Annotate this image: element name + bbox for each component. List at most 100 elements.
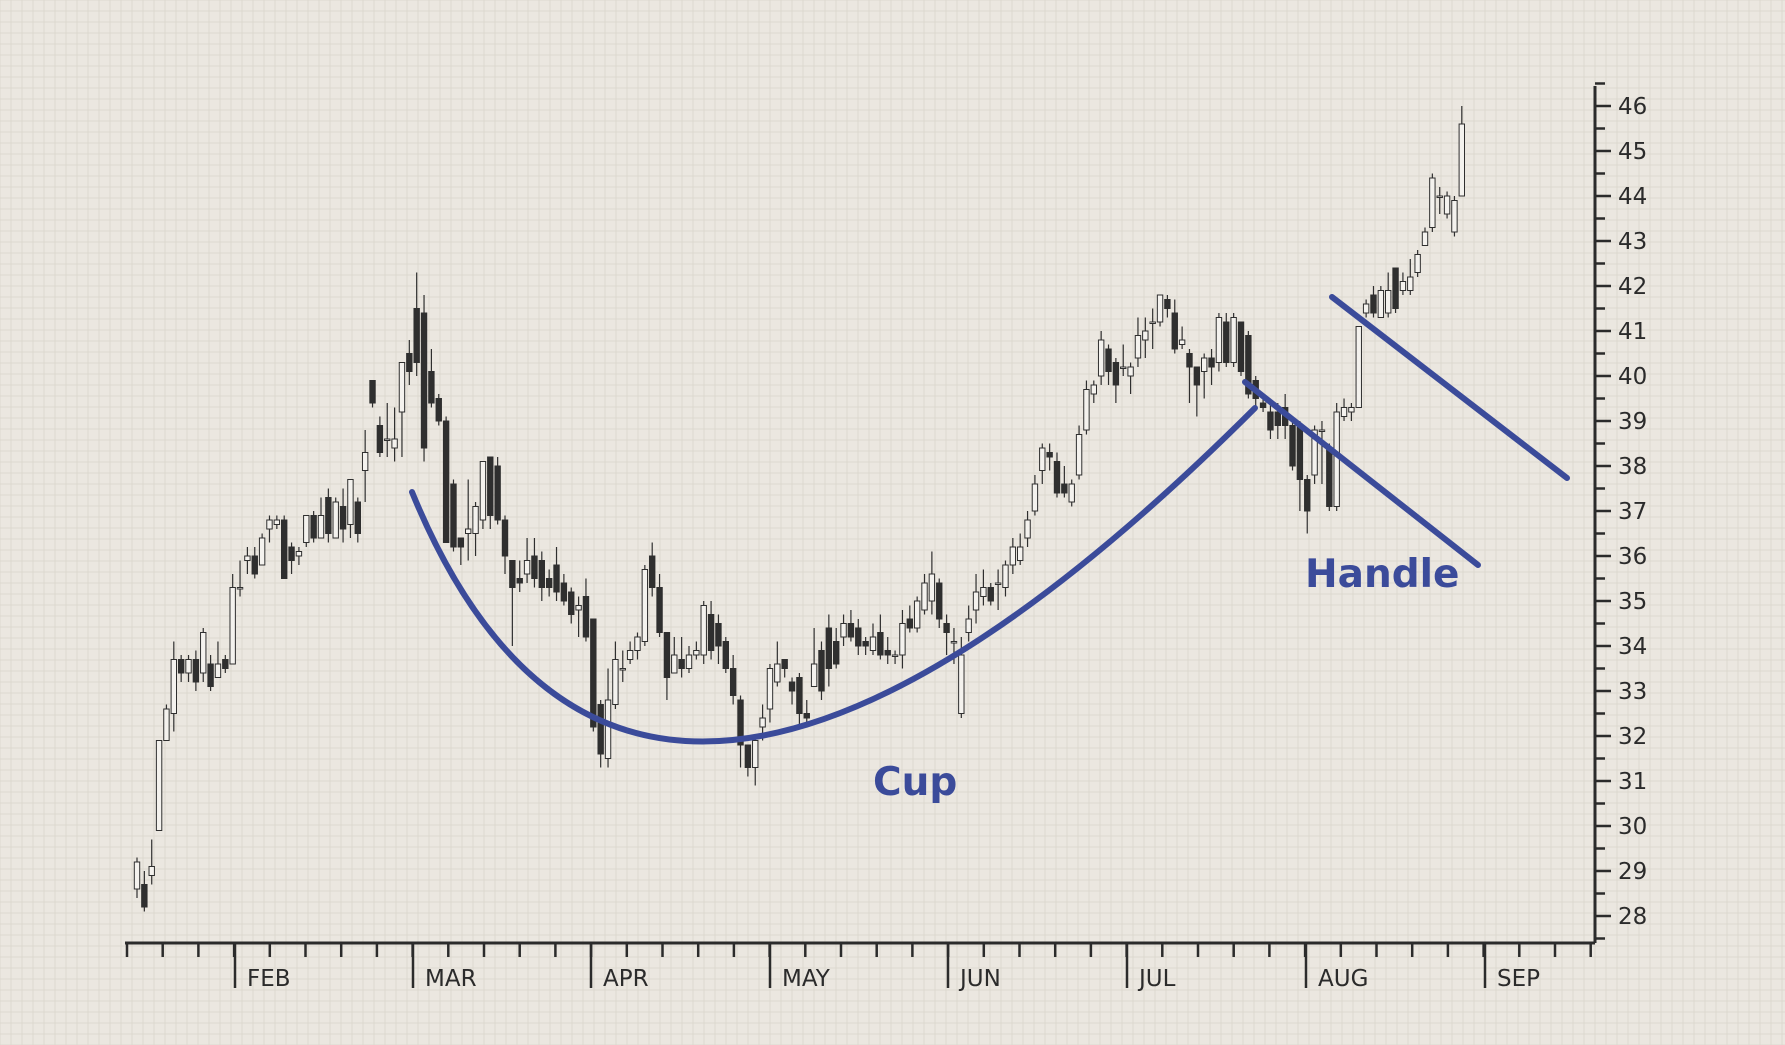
candle-body-up xyxy=(965,618,972,633)
candle-body-down xyxy=(1267,411,1274,431)
candle xyxy=(1429,173,1436,232)
candle xyxy=(413,272,420,376)
candle-body-down xyxy=(987,587,994,602)
candle xyxy=(1421,227,1429,246)
candle xyxy=(707,601,715,660)
y-tick-label: 44 xyxy=(1618,184,1647,210)
candle-body-up xyxy=(523,560,531,575)
candle xyxy=(288,542,295,574)
candle-body-down xyxy=(457,537,465,548)
candle xyxy=(1142,317,1149,358)
candle xyxy=(1105,344,1112,385)
candle-body-down xyxy=(1370,294,1377,314)
candle xyxy=(568,587,575,624)
candle-body-down xyxy=(656,587,663,633)
candle xyxy=(1377,286,1385,318)
candle xyxy=(1127,362,1134,394)
candle-body-down xyxy=(1296,425,1304,480)
candle xyxy=(1112,358,1120,403)
candle xyxy=(656,574,663,637)
candle xyxy=(1348,403,1355,421)
candle-body-up xyxy=(604,699,612,759)
candle-body-down xyxy=(376,425,384,453)
candle xyxy=(185,655,192,682)
candle xyxy=(810,628,818,687)
candle xyxy=(1149,308,1156,349)
candle xyxy=(1458,106,1465,197)
candle-body-up xyxy=(1068,483,1075,503)
candle xyxy=(310,511,317,543)
candle-body-down xyxy=(649,555,656,588)
candle-body-up xyxy=(810,663,818,687)
candle-body-down xyxy=(582,596,590,638)
candle-body-down xyxy=(509,560,516,588)
candle-body-down xyxy=(1392,267,1399,309)
candle xyxy=(891,650,899,664)
candle xyxy=(222,655,229,673)
candle xyxy=(649,542,656,597)
candle xyxy=(913,596,921,633)
candle xyxy=(1392,267,1399,313)
candle xyxy=(1362,299,1370,318)
candle-body-up xyxy=(332,501,339,539)
candle-body-down xyxy=(833,641,840,665)
candle-body-down xyxy=(192,659,200,683)
candle-body-up xyxy=(1097,339,1105,377)
candle-body-up xyxy=(295,551,303,557)
candle xyxy=(332,497,339,539)
candle xyxy=(1017,533,1024,565)
candle xyxy=(133,857,141,898)
candle-body-down xyxy=(420,312,428,449)
candle xyxy=(1436,187,1443,214)
candle-body-up xyxy=(1201,357,1208,372)
y-tick-label: 40 xyxy=(1618,364,1647,390)
y-tick-label: 36 xyxy=(1618,544,1647,570)
month-label: JUN xyxy=(958,966,1001,992)
candle-body-down xyxy=(1208,357,1215,368)
candle xyxy=(1289,421,1296,471)
candle xyxy=(516,560,523,592)
candle-body-up xyxy=(575,605,582,611)
candle-body-down xyxy=(516,578,523,584)
candle-body-up xyxy=(266,519,273,530)
candle-body-up xyxy=(1362,303,1370,314)
y-tick-label: 33 xyxy=(1618,679,1647,705)
candle-body-down xyxy=(560,582,568,602)
candle xyxy=(1208,349,1215,385)
candle-body-down xyxy=(825,627,833,669)
candle xyxy=(1186,349,1193,403)
candle xyxy=(906,605,913,633)
candle-body-down xyxy=(744,744,752,768)
candle xyxy=(788,677,796,705)
candle-body-down xyxy=(1112,362,1120,386)
candle-body-up xyxy=(163,708,170,741)
candle xyxy=(207,655,214,691)
candle-body-up xyxy=(155,740,163,831)
candle-body-down xyxy=(339,506,347,530)
candle-body-up xyxy=(958,654,965,714)
candle xyxy=(457,537,465,565)
candle xyxy=(840,614,847,646)
candle xyxy=(1061,466,1068,498)
candle xyxy=(604,668,612,768)
candle xyxy=(818,641,825,700)
candle xyxy=(155,740,163,831)
y-tick-label: 28 xyxy=(1618,904,1647,930)
candle-body-down xyxy=(1245,335,1252,395)
candle-body-down xyxy=(442,420,450,543)
candle-body-up xyxy=(391,438,398,449)
candle-body-up xyxy=(398,362,406,413)
candle-body-up xyxy=(1142,330,1149,341)
candle-body-up xyxy=(1134,335,1142,359)
candle xyxy=(170,641,178,732)
candle-body-up xyxy=(685,654,693,669)
candle-body-up xyxy=(921,582,928,611)
candle xyxy=(1451,196,1458,237)
candle-body-down xyxy=(1304,479,1311,512)
month-label: FEB xyxy=(247,966,291,992)
candle-body-down xyxy=(545,578,553,588)
candle-body-down xyxy=(369,380,376,404)
candle-body-up xyxy=(1017,546,1024,561)
candle xyxy=(339,488,347,543)
